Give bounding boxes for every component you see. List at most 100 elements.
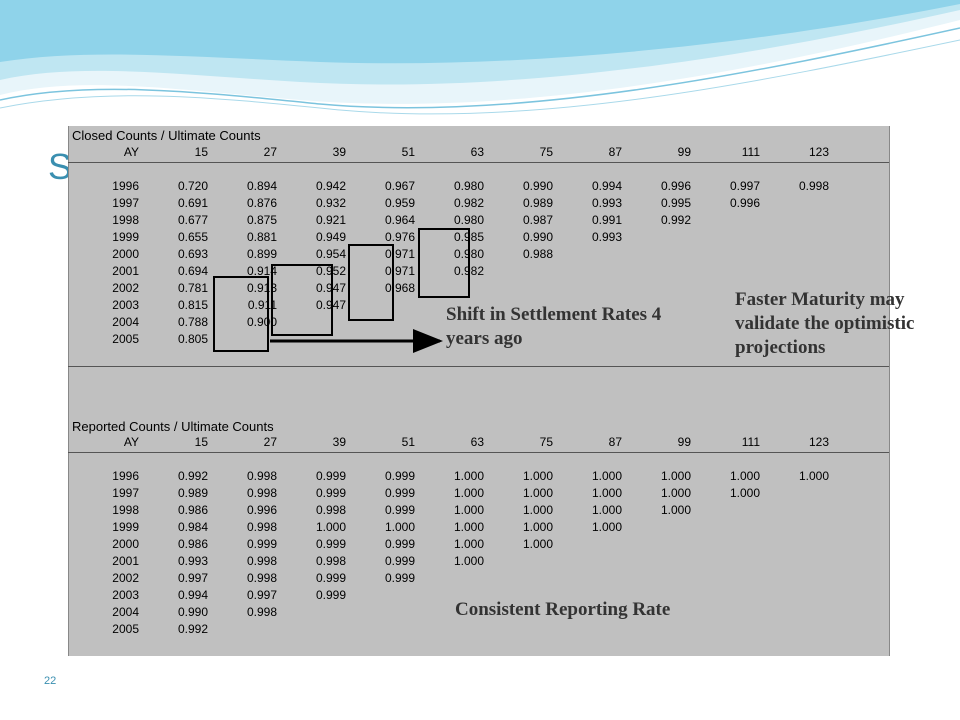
column-header: 15 (194, 145, 208, 159)
table-row: 2003 0.994 0.997 0.999 (68, 588, 888, 605)
value-cell: 1.000 (660, 486, 691, 500)
ay-cell: 1997 (112, 486, 139, 500)
table-row: 2004 0.990 0.998 (68, 605, 888, 622)
value-cell: 0.999 (315, 469, 346, 483)
column-header: 27 (263, 435, 277, 449)
value-cell: 0.999 (315, 588, 346, 602)
ay-cell: 1999 (112, 230, 139, 244)
value-cell: 0.947 (315, 281, 346, 295)
ay-cell: 2000 (112, 537, 139, 551)
value-cell: 1.000 (729, 486, 760, 500)
column-header: 39 (332, 435, 346, 449)
value-cell: 0.899 (246, 247, 277, 261)
value-cell: 0.992 (177, 469, 208, 483)
ay-header: AY (123, 435, 139, 449)
value-cell: 0.996 (729, 196, 760, 210)
value-cell: 0.998 (315, 554, 346, 568)
column-header: 63 (470, 435, 484, 449)
reported-table-body: 1996 0.992 0.998 0.999 0.999 1.000 1.000 1.000 1… (68, 469, 888, 639)
ay-cell: 1996 (112, 179, 139, 193)
value-cell: 0.998 (246, 605, 277, 619)
table-row: 1998 0.677 0.875 0.921 0.964 0.980 0.987 0.991 0… (68, 213, 888, 230)
value-cell: 0.986 (177, 537, 208, 551)
value-cell: 0.988 (522, 247, 553, 261)
faster-maturity-annotation: Faster Maturity may validate the optimis… (735, 289, 915, 358)
value-cell: 1.000 (522, 486, 553, 500)
section-divider-rule (68, 366, 889, 367)
value-cell: 0.964 (384, 213, 415, 227)
ay-cell: 1996 (112, 469, 139, 483)
ay-cell: 2001 (112, 554, 139, 568)
value-cell: 0.989 (177, 486, 208, 500)
value-cell: 1.000 (591, 520, 622, 534)
highlight-box-27 (271, 264, 333, 336)
table-row: 2002 0.781 0.913 0.947 0.968 (68, 281, 888, 298)
value-cell: 1.000 (522, 469, 553, 483)
header-row: AY 15 27 39 51 63 75 87 99 111 123 (68, 435, 888, 452)
reported-header-rule (68, 452, 889, 453)
column-header: 111 (741, 145, 760, 159)
closed-table-header: AY 15 27 39 51 63 75 87 99 111 123 (68, 145, 888, 162)
ay-cell: 1997 (112, 196, 139, 210)
table-row: 2004 0.788 0.900 (68, 315, 888, 332)
value-cell: 0.952 (315, 264, 346, 278)
closed-header-rule (68, 162, 889, 163)
value-cell: 1.000 (522, 520, 553, 534)
value-cell: 0.993 (591, 230, 622, 244)
ay-cell: 1999 (112, 520, 139, 534)
value-cell: 0.993 (591, 196, 622, 210)
value-cell: 1.000 (591, 469, 622, 483)
value-cell: 0.949 (315, 230, 346, 244)
column-header: 15 (194, 435, 208, 449)
table-row: 1999 0.984 0.998 1.000 1.000 1.000 1.000 1.000 (68, 520, 888, 537)
value-cell: 0.932 (315, 196, 346, 210)
value-cell: 0.997 (729, 179, 760, 193)
closed-table-title: Closed Counts / Ultimate Counts (72, 128, 261, 143)
ay-cell: 2002 (112, 571, 139, 585)
value-cell: 0.677 (177, 213, 208, 227)
value-cell: 1.000 (453, 469, 484, 483)
value-cell: 0.998 (246, 520, 277, 534)
table-row: 1996 0.720 0.894 0.942 0.967 0.980 0.990 0.994 0… (68, 179, 888, 196)
value-cell: 0.990 (522, 230, 553, 244)
value-cell: 1.000 (729, 469, 760, 483)
column-header: 27 (263, 145, 277, 159)
value-cell: 0.980 (453, 213, 484, 227)
table-row: 1997 0.989 0.998 0.999 0.999 1.000 1.000 1.000 1… (68, 486, 888, 503)
ay-cell: 1998 (112, 503, 139, 517)
value-cell: 1.000 (522, 537, 553, 551)
value-cell: 0.996 (660, 179, 691, 193)
value-cell: 0.995 (660, 196, 691, 210)
value-cell: 1.000 (453, 554, 484, 568)
column-header: 111 (741, 435, 760, 449)
value-cell: 0.989 (522, 196, 553, 210)
column-header: 123 (808, 435, 829, 449)
value-cell: 1.000 (453, 503, 484, 517)
value-cell: 1.000 (453, 537, 484, 551)
value-cell: 0.815 (177, 298, 208, 312)
value-cell: 0.894 (246, 179, 277, 193)
table-row: 2001 0.694 0.914 0.952 0.971 0.982 (68, 264, 888, 281)
value-cell: 0.999 (315, 486, 346, 500)
value-cell: 0.720 (177, 179, 208, 193)
value-cell: 0.999 (315, 571, 346, 585)
column-header: 51 (401, 435, 415, 449)
ay-cell: 2001 (112, 264, 139, 278)
value-cell: 0.996 (246, 503, 277, 517)
value-cell: 0.998 (246, 571, 277, 585)
ay-cell: 2005 (112, 332, 139, 346)
value-cell: 0.693 (177, 247, 208, 261)
column-header: 75 (539, 145, 553, 159)
value-cell: 0.999 (246, 537, 277, 551)
value-cell: 0.881 (246, 230, 277, 244)
page-number: 22 (44, 675, 57, 687)
column-header: 87 (608, 145, 622, 159)
table-row: 2003 0.815 0.911 0.947 (68, 298, 888, 315)
value-cell: 0.986 (177, 503, 208, 517)
value-cell: 0.999 (384, 469, 415, 483)
table-row: 2000 0.986 0.999 0.999 0.999 1.000 1.000 (68, 537, 888, 554)
table-row: 2000 0.693 0.899 0.954 0.971 0.980 0.988 (68, 247, 888, 264)
column-header: 99 (677, 145, 691, 159)
value-cell: 0.921 (315, 213, 346, 227)
ay-cell: 2005 (112, 622, 139, 636)
